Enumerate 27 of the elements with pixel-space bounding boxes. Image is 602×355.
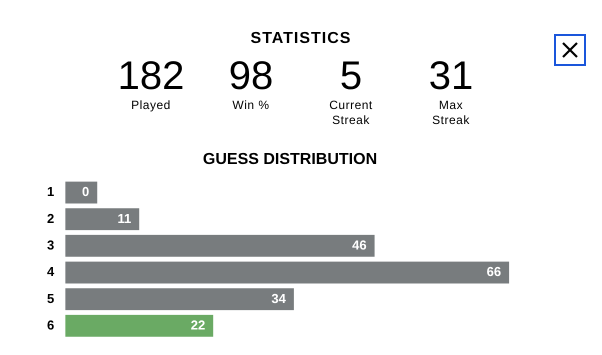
bar <box>65 288 294 310</box>
data-label: 46 <box>352 237 367 252</box>
chart-title: GUESS DISTRIBUTION <box>202 151 378 168</box>
data-label: 0 <box>82 184 90 200</box>
category-label: Current Streak <box>328 98 374 128</box>
y-tick-label: 5 <box>46 290 54 306</box>
y-tick-label: 1 <box>46 184 54 200</box>
text: STATISTICS <box>250 30 352 48</box>
category-label: Win % <box>231 98 271 113</box>
y-tick-label: 6 <box>46 317 54 332</box>
y-tick-label: 3 <box>46 237 54 252</box>
data-label: 98 <box>228 54 274 98</box>
data-label: 66 <box>486 264 502 280</box>
category-label: Max Streak <box>431 98 471 128</box>
data-label: 22 <box>190 317 206 332</box>
data-label: 31 <box>428 54 474 98</box>
data-label: 34 <box>271 290 287 306</box>
y-tick-label: 2 <box>46 210 54 226</box>
data-label: 11 <box>117 210 132 226</box>
data-label: 5 <box>340 54 362 98</box>
bar <box>65 208 140 230</box>
category-label: Played <box>130 98 172 113</box>
bar <box>65 234 375 257</box>
bar <box>65 314 214 337</box>
y-tick-label: 4 <box>46 264 55 280</box>
bar <box>65 262 510 284</box>
data-label: 182 <box>118 54 184 98</box>
